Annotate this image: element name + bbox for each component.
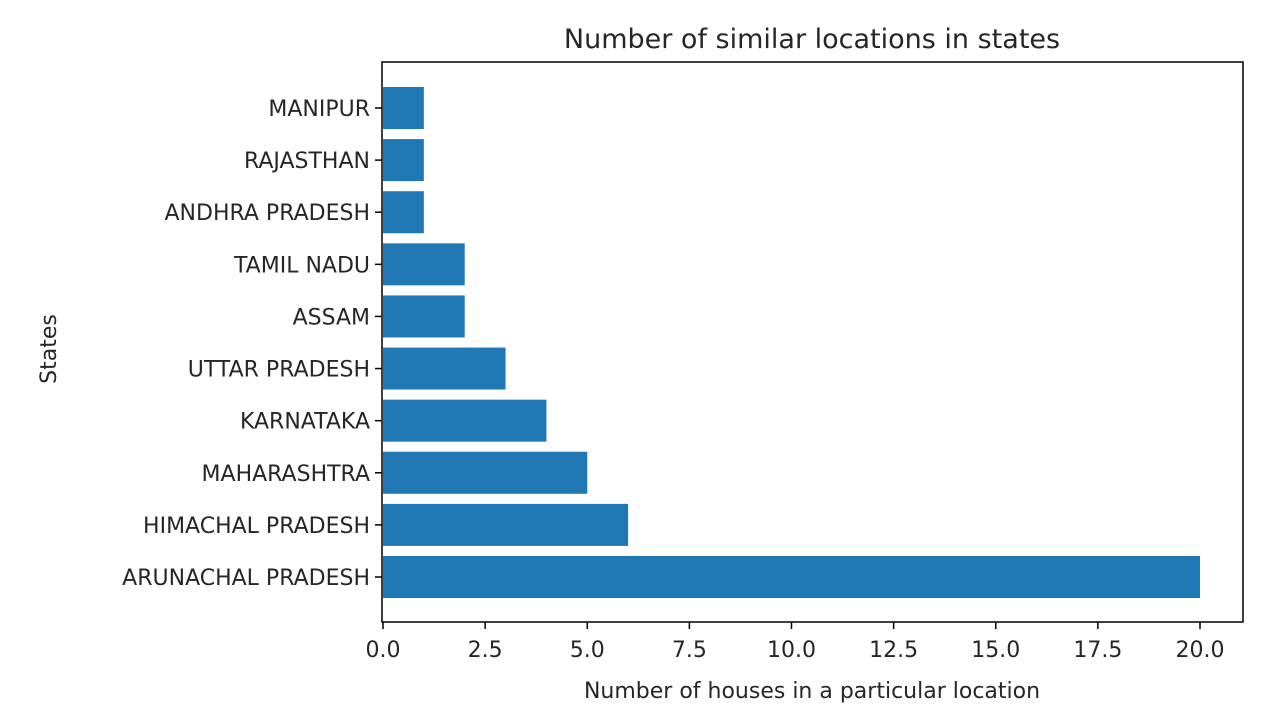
- y-tick-label: ANDHRA PRADESH: [165, 201, 371, 226]
- x-ticks-group: 0.0 2.5 5.0 7.5 10.0 12.5 15.0 17.5 20.0: [366, 622, 1225, 663]
- bar-maharashtra: [383, 451, 588, 494]
- y-axis-label: States: [37, 314, 62, 384]
- x-tick-label: 2.5: [468, 638, 503, 663]
- y-tick-label: UTTAR PRADESH: [188, 358, 370, 383]
- y-tick-label: RAJASTHAN: [244, 149, 370, 174]
- x-tick-label: 0.0: [366, 638, 401, 663]
- bar-arunachal-pradesh: [383, 556, 1200, 598]
- plot-frame: [381, 61, 1244, 623]
- y-tick-label: MANIPUR: [268, 97, 370, 122]
- y-tick-label: MAHARASHTRA: [202, 462, 370, 487]
- bar-andhra-pradesh: [383, 191, 424, 234]
- y-tick-label: KARNATAKA: [240, 410, 370, 435]
- x-tick-label: 7.5: [672, 638, 707, 663]
- y-tick-label: TAMIL NADU: [233, 253, 370, 278]
- bar-assam: [383, 295, 465, 338]
- bar-tamil-nadu: [383, 243, 465, 286]
- x-tick-label: 5.0: [570, 638, 605, 663]
- bar-uttar-pradesh: [383, 347, 506, 390]
- chart-title: Number of similar locations in states: [564, 24, 1060, 55]
- x-tick-label: 20.0: [1176, 638, 1225, 663]
- x-tick-label: 17.5: [1073, 638, 1122, 663]
- y-tick-label: ARUNACHAL PRADESH: [122, 566, 370, 591]
- x-axis-label: Number of houses in a particular locatio…: [584, 679, 1040, 704]
- x-tick-label: 15.0: [971, 638, 1020, 663]
- bar-manipur: [383, 87, 424, 129]
- y-tick-label: HIMACHAL PRADESH: [143, 514, 370, 539]
- y-tick-label: ASSAM: [293, 305, 370, 330]
- bar-karnataka: [383, 399, 547, 442]
- bar-rajasthan: [383, 139, 424, 182]
- y-ticks-group: ARUNACHAL PRADESH HIMACHAL PRADESH MAHARAS…: [122, 97, 382, 591]
- bar-himachal-pradesh: [383, 503, 629, 546]
- bars-group: [383, 87, 1200, 598]
- x-tick-label: 10.0: [767, 638, 816, 663]
- x-tick-label: 12.5: [869, 638, 918, 663]
